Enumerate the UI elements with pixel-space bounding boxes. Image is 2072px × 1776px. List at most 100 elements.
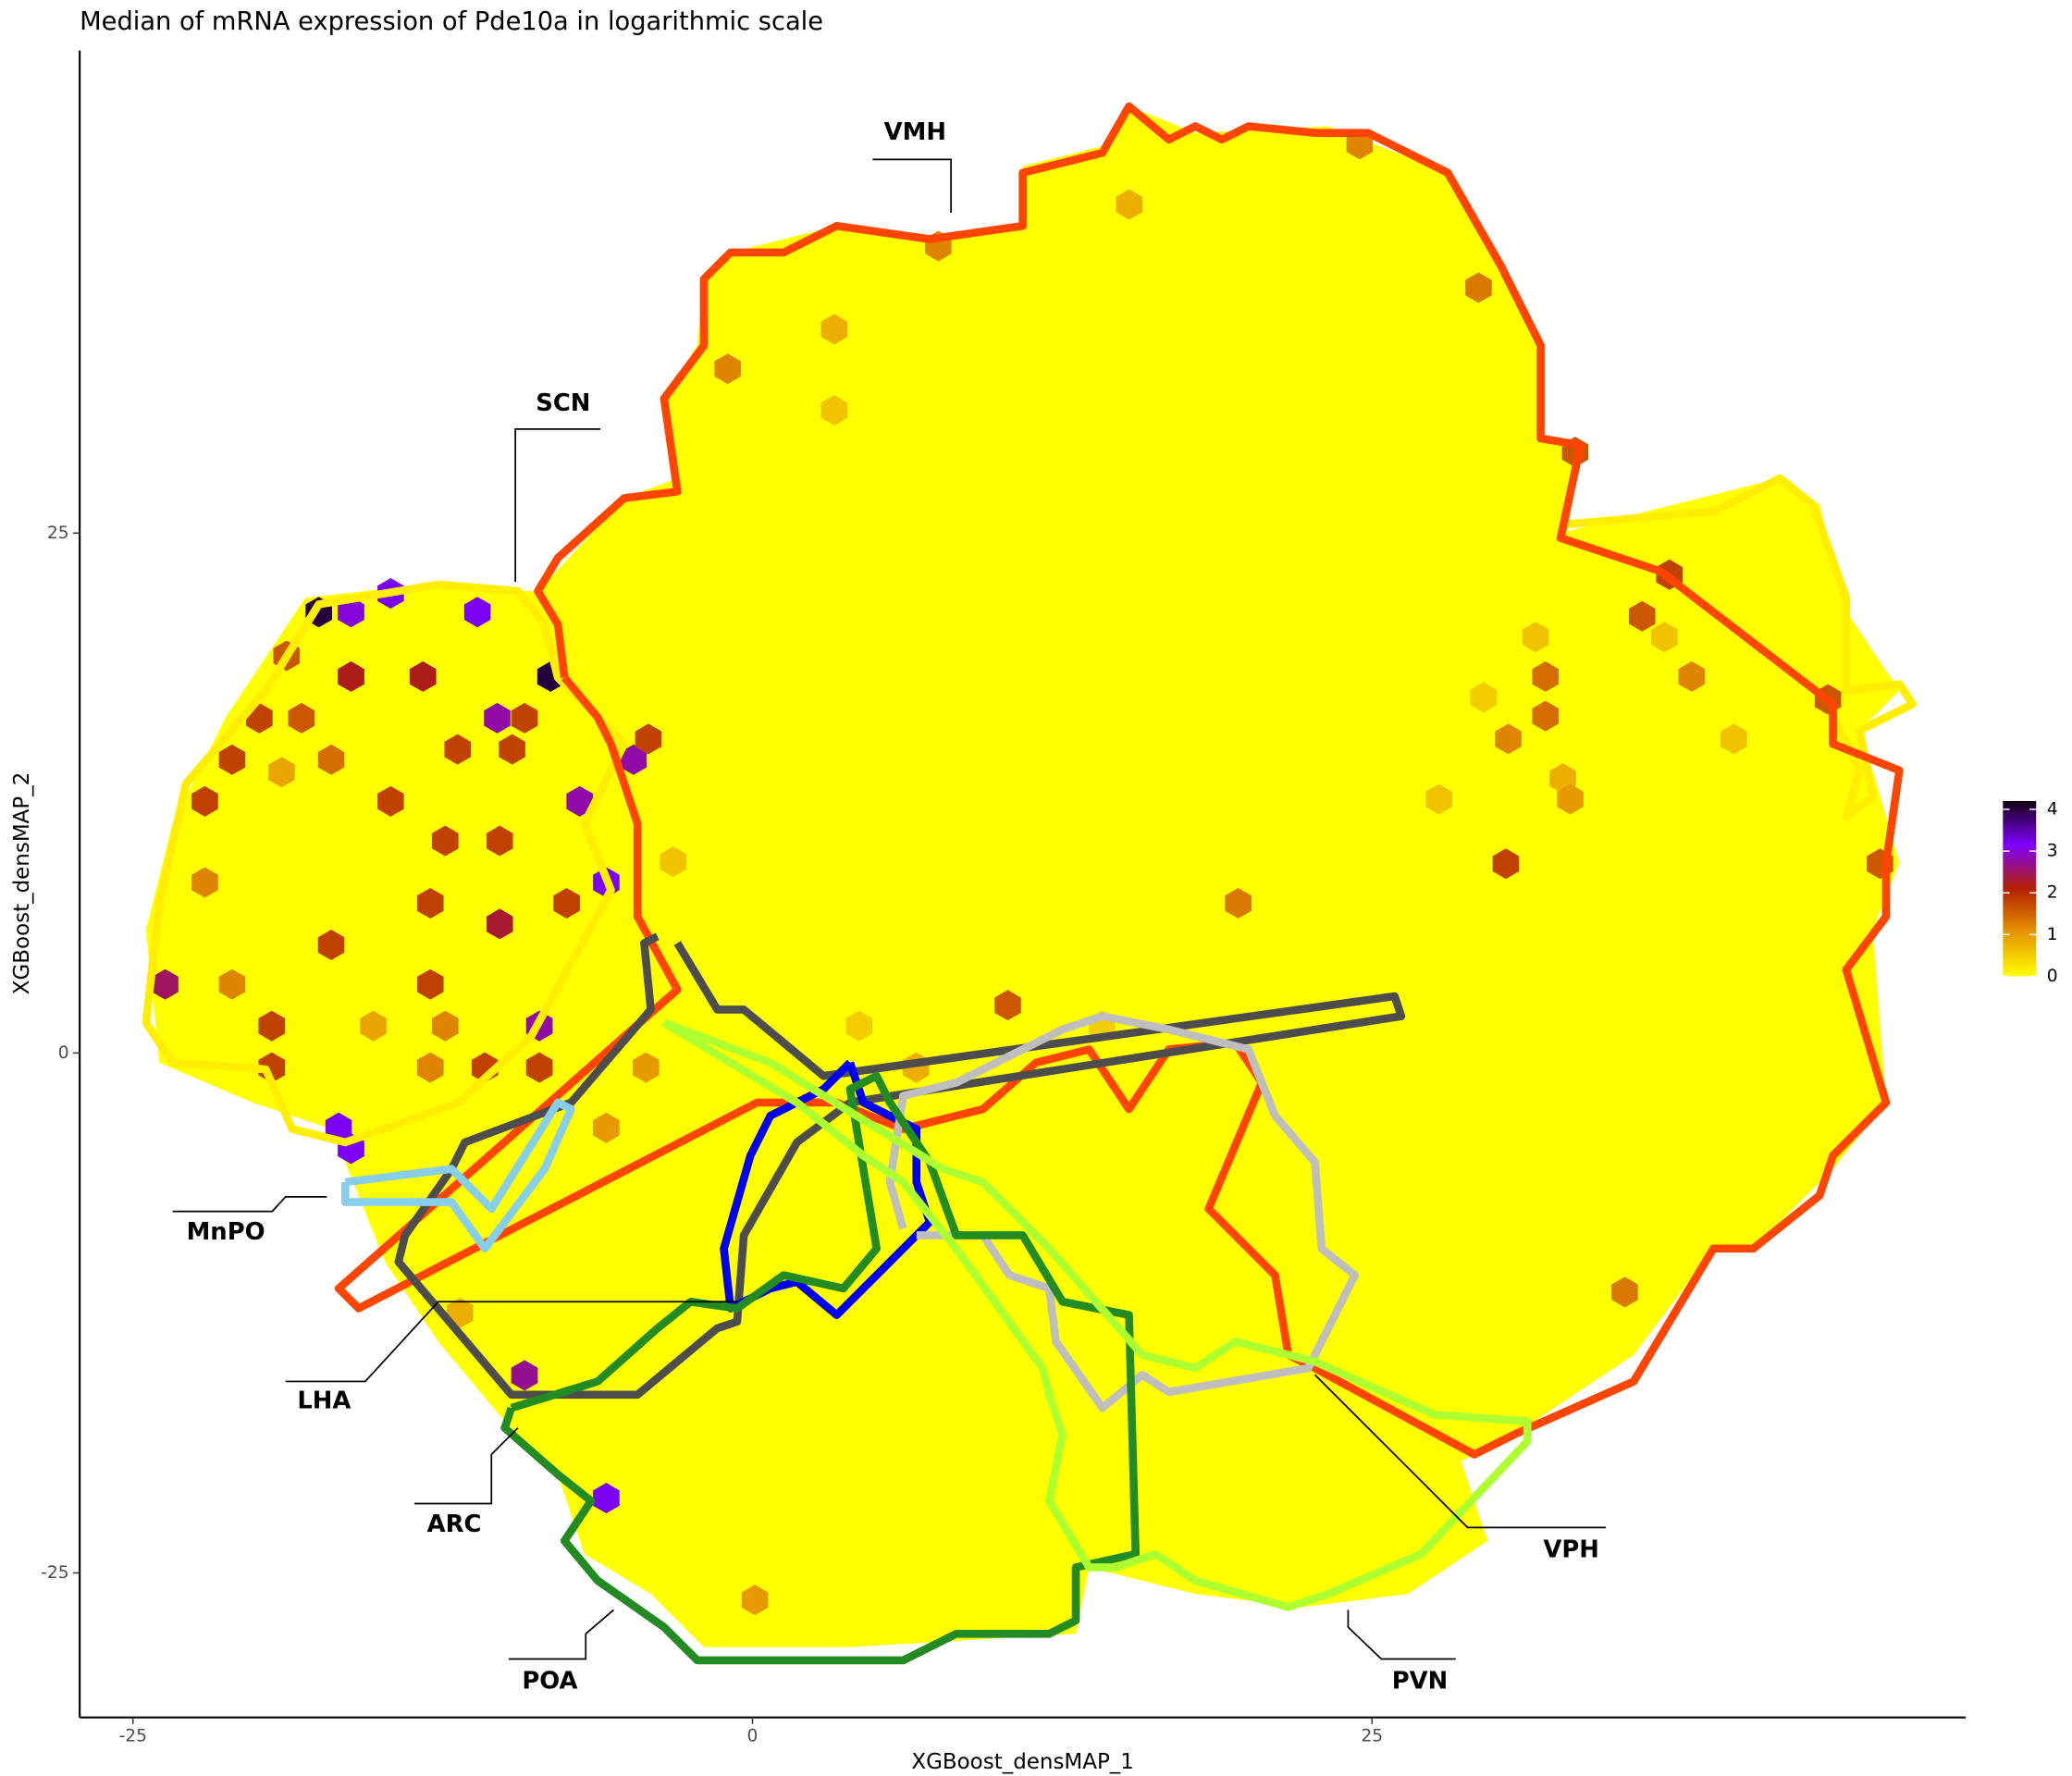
hexbin <box>994 990 1021 1021</box>
hexbin <box>1532 700 1560 732</box>
hexbin <box>416 888 444 919</box>
leader-line <box>508 1609 614 1660</box>
region-label: VPH <box>1543 1536 1599 1563</box>
region-label: SCN <box>536 389 590 417</box>
hexbin <box>191 785 218 817</box>
hexbin <box>258 1010 286 1042</box>
hexbin <box>268 757 295 788</box>
hexbin <box>499 734 525 765</box>
hexbin <box>845 1010 872 1042</box>
hexbin <box>486 908 513 940</box>
x-tick-label: -25 <box>119 1726 147 1745</box>
leader-line <box>285 1301 737 1383</box>
hexbin <box>463 597 491 628</box>
chart-title: Median of mRNA expression of Pde10a in l… <box>80 7 823 36</box>
outline <box>661 1018 1532 1611</box>
hexbin <box>191 867 218 898</box>
hexbin <box>553 888 580 919</box>
colorbar <box>2003 800 2037 977</box>
outline <box>1560 474 1917 821</box>
colorbar-label: 1 <box>2047 925 2058 944</box>
colorbar-label: 2 <box>2047 883 2058 903</box>
hexbin <box>1720 723 1747 755</box>
hexbin <box>218 968 246 1000</box>
hexbin <box>218 744 246 775</box>
hexbin <box>486 825 513 857</box>
outline <box>341 1098 575 1253</box>
y-tick-label: 25 <box>47 524 69 543</box>
hexbin <box>416 1052 444 1083</box>
hexbin <box>633 1052 660 1083</box>
hexbin <box>1495 723 1522 755</box>
leader-line <box>1347 1610 1456 1660</box>
outline <box>334 102 1904 1459</box>
hexbin <box>741 1585 769 1616</box>
outline <box>885 1012 1359 1412</box>
hexbin <box>152 968 179 1000</box>
hexbin <box>317 744 345 775</box>
y-axis-title: XGBoost_densMAP_2 <box>10 772 34 995</box>
hexbin <box>511 702 538 734</box>
leader-line <box>872 158 952 213</box>
hexbin <box>1425 783 1452 815</box>
hexbin <box>377 785 404 817</box>
hexbin <box>511 1360 538 1391</box>
hexbin <box>820 395 848 426</box>
leader-line <box>172 1195 327 1213</box>
colorbar-label: 0 <box>2047 967 2058 986</box>
hexbin <box>338 660 364 692</box>
hexbin <box>566 785 594 817</box>
region-label: ARC <box>427 1511 482 1538</box>
hexbin <box>635 723 662 755</box>
x-tick-label: 25 <box>1361 1726 1383 1745</box>
colorbar-label: 4 <box>2047 799 2058 819</box>
leader-line <box>514 428 601 583</box>
hexbin <box>1532 660 1560 692</box>
hexbin <box>1611 1276 1638 1308</box>
hexbin <box>1628 600 1656 632</box>
hexbin <box>1651 622 1678 653</box>
colorbar-label: 3 <box>2047 842 2058 861</box>
leader-lines <box>172 158 1606 1660</box>
hexbin <box>444 734 472 765</box>
hexbin <box>525 1052 553 1083</box>
region-label: VMH <box>884 118 946 146</box>
region-outlines <box>142 102 1917 1665</box>
hexbin <box>431 1010 459 1042</box>
region-label: LHA <box>297 1387 351 1414</box>
hexbin <box>1678 660 1706 692</box>
hexbin <box>820 314 848 345</box>
y-tick-label: -25 <box>41 1563 68 1583</box>
leader-line <box>414 1427 519 1505</box>
hexbin <box>431 825 459 857</box>
hexbin <box>593 1112 620 1143</box>
hexbin <box>484 702 511 734</box>
hexbin <box>288 702 315 734</box>
hexbin <box>660 846 687 878</box>
hexbin <box>593 1482 620 1514</box>
hexbin <box>1492 848 1520 880</box>
outline <box>142 580 629 1147</box>
x-axis-title: XGBoost_densMAP_1 <box>911 1750 1134 1774</box>
hexbin <box>620 744 648 775</box>
region-label: POA <box>522 1667 577 1695</box>
hexbin <box>338 597 364 628</box>
region-label: PVN <box>1392 1667 1449 1695</box>
y-tick-label: 0 <box>58 1043 69 1063</box>
hexbin <box>317 929 345 960</box>
hexbin <box>1225 888 1252 919</box>
hexbin <box>1116 189 1143 220</box>
hexbin <box>714 353 741 385</box>
hexbin <box>360 1010 387 1042</box>
region-label: MnPO <box>187 1218 265 1246</box>
hexbin <box>1465 272 1492 303</box>
hexbin <box>1470 682 1498 713</box>
hexbin <box>1522 622 1549 653</box>
x-tick-label: 0 <box>747 1726 758 1745</box>
hexbin <box>416 968 444 1000</box>
outline <box>500 1071 1140 1665</box>
hexbin <box>409 660 437 692</box>
leader-line <box>1314 1374 1606 1529</box>
hexbin <box>1557 783 1584 815</box>
